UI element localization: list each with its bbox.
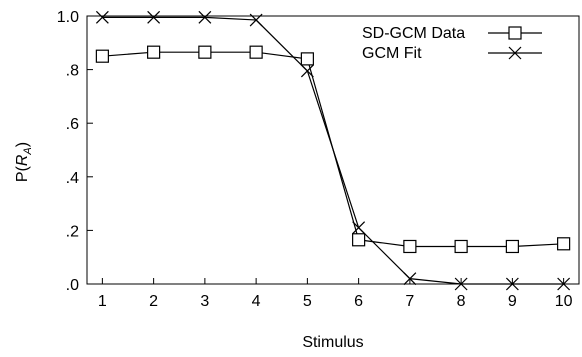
data-point-x — [249, 13, 263, 27]
x-tick-label: 2 — [149, 293, 158, 310]
x-axis-title: Stimulus — [302, 334, 363, 351]
x-tick-label: 5 — [303, 293, 312, 310]
data-point-x — [300, 64, 314, 78]
data-point-square — [249, 45, 263, 59]
data-point-x — [505, 277, 519, 291]
x-tick-label: 10 — [555, 293, 573, 310]
x-tick-label: 9 — [508, 293, 517, 310]
data-point-square — [300, 52, 314, 66]
x-tick-label: 8 — [457, 293, 466, 310]
data-point-x — [557, 277, 571, 291]
y-tick-label: .4 — [66, 170, 79, 187]
x-tick-label: 4 — [252, 293, 261, 310]
x-tick-label: 3 — [200, 293, 209, 310]
data-point-square — [557, 237, 571, 251]
legend-x-marker — [508, 46, 522, 60]
legend-square-marker — [508, 26, 522, 40]
y-tick-label: .2 — [66, 223, 79, 240]
series-line-gcm-fit — [102, 16, 564, 285]
y-tick-label: 1.0 — [57, 9, 79, 26]
series-sd-gcm-data — [95, 45, 571, 254]
data-point-x — [198, 10, 212, 24]
x-tick-label: 6 — [354, 293, 363, 310]
legend: SD-GCM Data GCM Fit — [362, 25, 542, 62]
data-point-square — [403, 239, 417, 254]
y-tick-label: .8 — [66, 63, 79, 80]
data-point-x — [95, 10, 109, 24]
data-point-square — [505, 239, 519, 254]
plot-frame — [86, 15, 580, 285]
legend-item-sd-gcm-data: SD-GCM Data — [362, 25, 542, 42]
x-tick-label: 1 — [98, 293, 107, 310]
plot-area — [86, 15, 580, 285]
y-axis-title: P(RA) — [14, 142, 34, 182]
data-point-square — [95, 49, 109, 63]
legend-label-sd-gcm-data: SD-GCM Data — [362, 25, 465, 42]
x-axis: 1 2 3 4 5 6 7 8 9 10 — [98, 278, 573, 310]
data-point-x — [454, 277, 468, 291]
y-tick-label: .6 — [66, 116, 79, 133]
data-point-x — [352, 221, 366, 235]
series-layer — [95, 10, 571, 291]
data-point-square — [198, 45, 212, 59]
data-point-square — [454, 239, 468, 254]
y-axis: .0 .2 .4 .6 .8 1.0 — [57, 9, 93, 294]
y-tick-label: .0 — [66, 277, 79, 294]
data-point-x — [403, 272, 417, 286]
series-gcm-fit — [95, 10, 571, 291]
legend-label-gcm-fit: GCM Fit — [362, 45, 422, 62]
x-tick-label: 7 — [405, 293, 414, 310]
data-point-square — [147, 45, 161, 59]
data-point-x — [147, 10, 161, 24]
legend-item-gcm-fit: GCM Fit — [362, 45, 542, 62]
data-point-square — [352, 233, 366, 247]
